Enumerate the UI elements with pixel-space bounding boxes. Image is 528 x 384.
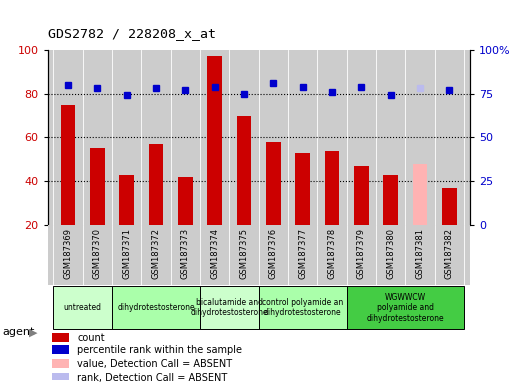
Text: rank, Detection Call = ABSENT: rank, Detection Call = ABSENT [77, 372, 228, 383]
Bar [442, 188, 457, 225]
Bar [53, 286, 112, 329]
Bar [52, 359, 69, 368]
Bar [237, 116, 251, 225]
Bar [354, 166, 369, 225]
Bar [90, 149, 105, 225]
Bar [266, 142, 281, 225]
Bar [119, 175, 134, 225]
Bar [52, 372, 69, 382]
Bar [149, 144, 163, 225]
Text: GSM187377: GSM187377 [298, 228, 307, 279]
Text: GSM187375: GSM187375 [240, 228, 249, 279]
Text: GSM187382: GSM187382 [445, 228, 454, 279]
Bar [52, 333, 69, 342]
Bar [325, 151, 340, 225]
Bar [383, 175, 398, 225]
Text: GSM187376: GSM187376 [269, 228, 278, 279]
Text: GSM187372: GSM187372 [152, 228, 161, 279]
Bar [52, 345, 69, 354]
Text: agent: agent [3, 327, 35, 337]
Bar [200, 286, 259, 329]
Text: GSM187370: GSM187370 [93, 228, 102, 279]
Text: bicalutamide and
dihydrotestosterone: bicalutamide and dihydrotestosterone [191, 298, 268, 317]
Bar [347, 286, 464, 329]
Text: GSM187381: GSM187381 [416, 228, 425, 279]
Text: control polyamide an
dihydrotestosterone: control polyamide an dihydrotestosterone [262, 298, 343, 317]
Text: dihydrotestosterone: dihydrotestosterone [117, 303, 195, 312]
Text: GDS2782 / 228208_x_at: GDS2782 / 228208_x_at [48, 27, 215, 40]
Bar [259, 286, 347, 329]
Text: percentile rank within the sample: percentile rank within the sample [77, 345, 242, 355]
Bar [295, 153, 310, 225]
Text: value, Detection Call = ABSENT: value, Detection Call = ABSENT [77, 359, 232, 369]
Text: ▶: ▶ [29, 327, 37, 337]
Bar [178, 177, 193, 225]
Bar [61, 105, 76, 225]
Text: untreated: untreated [64, 303, 102, 312]
Text: GSM187373: GSM187373 [181, 228, 190, 279]
Text: GSM187380: GSM187380 [386, 228, 395, 279]
Text: GSM187378: GSM187378 [327, 228, 336, 279]
Text: GSM187371: GSM187371 [122, 228, 131, 279]
Text: WGWWCW
polyamide and
dihydrotestosterone: WGWWCW polyamide and dihydrotestosterone [366, 293, 444, 323]
Bar [112, 286, 200, 329]
Text: count: count [77, 333, 105, 343]
Bar [208, 56, 222, 225]
Bar [413, 164, 427, 225]
Text: GSM187369: GSM187369 [63, 228, 72, 279]
Text: GSM187379: GSM187379 [357, 228, 366, 279]
Text: GSM187374: GSM187374 [210, 228, 219, 279]
